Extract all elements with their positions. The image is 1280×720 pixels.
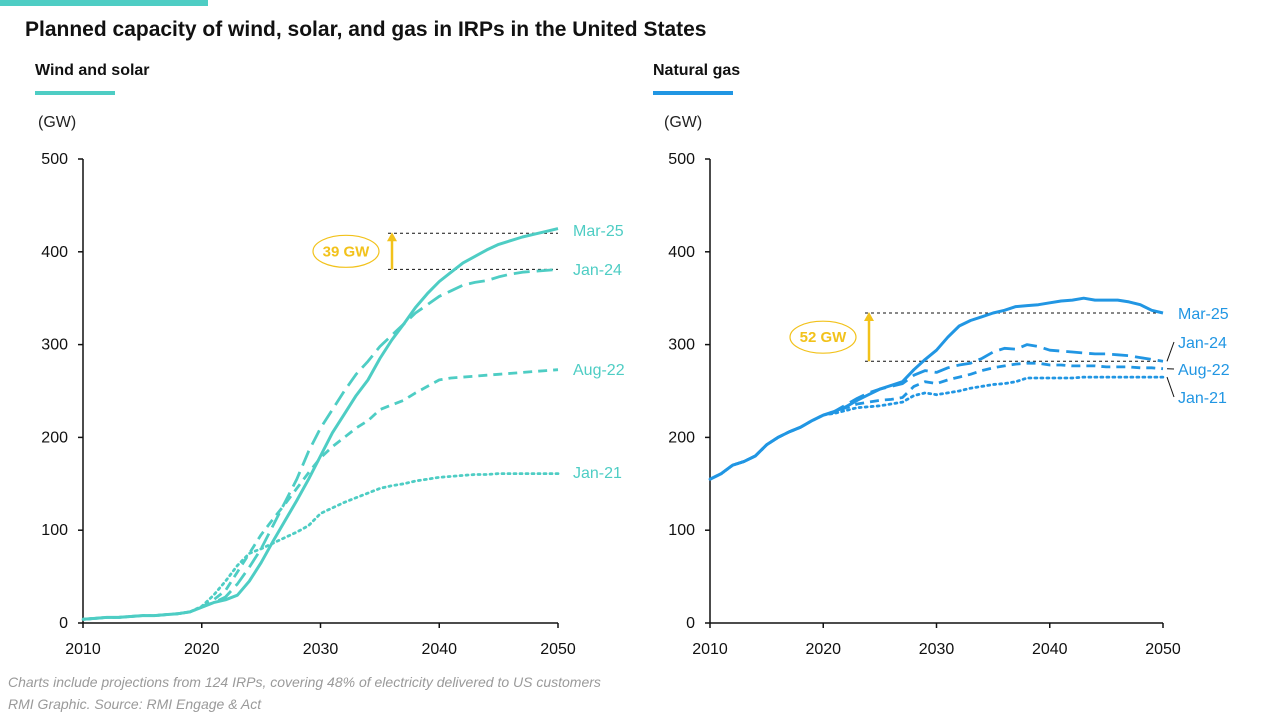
gas-series-jan-24 xyxy=(709,343,1164,481)
wind-solar-x-tick-label: 2050 xyxy=(540,641,576,658)
gas-x-tick-label: 2040 xyxy=(1032,641,1068,658)
gas-y-tick-label: 0 xyxy=(686,615,695,632)
gas-leader-jan-24 xyxy=(1166,341,1175,362)
gas-panel-underline xyxy=(653,91,733,95)
gas-series-label-jan-21: Jan-21 xyxy=(1178,390,1227,407)
gas-x-tick-label: 2010 xyxy=(692,641,728,658)
wind-solar-x-tick-label: 2040 xyxy=(421,641,457,658)
wind-solar-y-tick-label: 300 xyxy=(41,337,68,354)
chart-title: Planned capacity of wind, solar, and gas… xyxy=(25,18,707,41)
wind-solar-series-label-aug-22: Aug-22 xyxy=(573,362,625,379)
wind-solar-panel-title: Wind and solar xyxy=(35,62,150,79)
wind-solar-series-jan-24 xyxy=(82,268,559,621)
wind-solar-annotation-oval xyxy=(312,234,380,268)
gas-x-tick-label: 2050 xyxy=(1145,641,1181,658)
gas-y-tick-label: 100 xyxy=(668,522,695,539)
wind-solar-series-label-mar-25: Mar-25 xyxy=(573,223,624,240)
gas-series-jan-21 xyxy=(708,375,1165,481)
wind-solar-x-tick-label: 2010 xyxy=(65,641,101,658)
gas-unit-label: (GW) xyxy=(664,114,703,131)
wind-solar-unit-label: (GW) xyxy=(38,114,77,131)
wind-solar-x-tick-label: 2020 xyxy=(184,641,220,658)
wind-solar-x-tick-label: 2030 xyxy=(303,641,339,658)
gas-annotation-oval xyxy=(789,320,857,354)
gas-series-mar-25 xyxy=(709,296,1164,481)
wind-solar-series-label-jan-21: Jan-21 xyxy=(573,465,622,482)
wind-solar-series-aug-22 xyxy=(82,368,559,621)
wind-solar-annotation-label: 39 GW xyxy=(323,243,371,260)
wind-solar-y-tick-label: 400 xyxy=(41,244,68,261)
gas-chart: 0 100 200 300 400 500 2010 2020 2030 2040 2050 Mar-… xyxy=(668,151,1229,658)
wind-solar-series-label-jan-24: Jan-24 xyxy=(573,262,622,279)
gas-series-label-aug-22: Aug-22 xyxy=(1178,362,1230,379)
wind-solar-chart: 0 100 200 300 400 500 2010 2020 2030 2040 2050 Mar-… xyxy=(41,151,624,658)
gas-y-tick-label: 500 xyxy=(668,151,695,168)
wind-solar-series-mar-25 xyxy=(82,227,559,621)
gas-panel-title: Natural gas xyxy=(653,62,741,79)
gas-series-label-jan-24: Jan-24 xyxy=(1178,335,1227,352)
wind-solar-panel-underline xyxy=(35,91,115,95)
wind-solar-y-tick-label: 0 xyxy=(59,615,68,632)
gas-x-tick-label: 2020 xyxy=(805,641,841,658)
gas-y-tick-label: 200 xyxy=(668,429,695,446)
wind-solar-annotation-arrow-head xyxy=(387,232,397,242)
wind-solar-y-tick-label: 500 xyxy=(41,151,68,168)
wind-solar-series-jan-21 xyxy=(81,472,560,621)
top-accent-bar xyxy=(0,0,208,6)
wind-solar-y-tick-label: 100 xyxy=(41,522,68,539)
gas-y-tick-label: 400 xyxy=(668,244,695,261)
footnote-coverage: Charts include projections from 124 IRPs… xyxy=(8,674,601,690)
footnote-source: RMI Graphic. Source: RMI Engage & Act xyxy=(8,696,262,712)
gas-series-aug-22 xyxy=(709,361,1164,481)
gas-y-tick-label: 300 xyxy=(668,337,695,354)
gas-series-label-mar-25: Mar-25 xyxy=(1178,306,1229,323)
gas-annotation-label: 52 GW xyxy=(800,329,848,346)
gas-leader-jan-21 xyxy=(1166,376,1175,398)
gas-annotation-arrow-head xyxy=(864,312,874,322)
gas-x-tick-label: 2030 xyxy=(919,641,955,658)
wind-solar-y-tick-label: 200 xyxy=(41,429,68,446)
